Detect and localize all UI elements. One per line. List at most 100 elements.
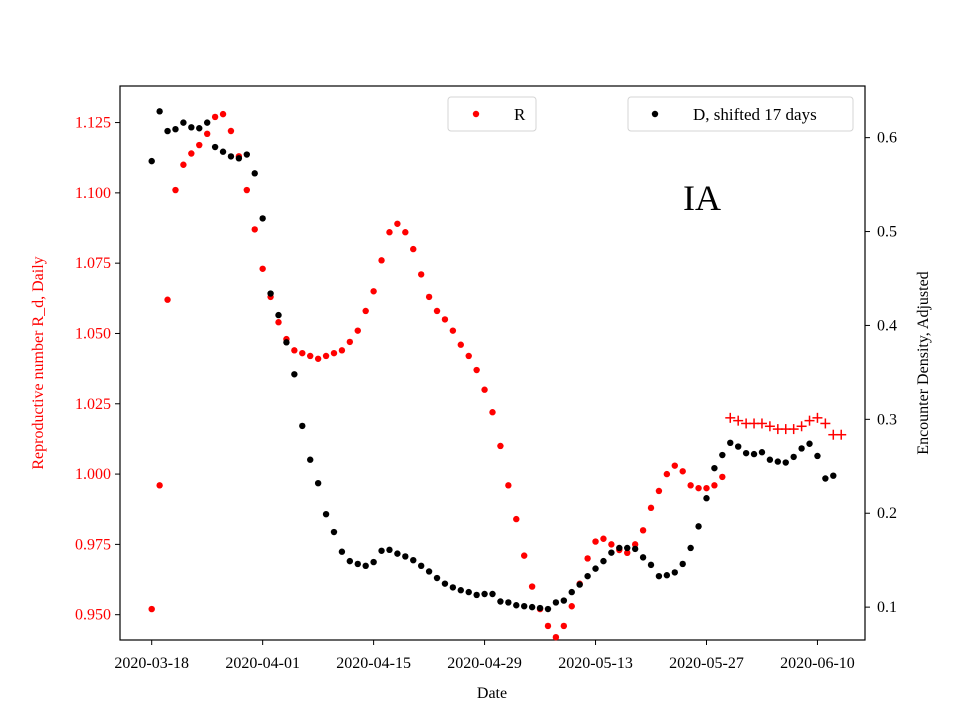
d-point bbox=[814, 452, 821, 460]
right-y-axis-label: Encounter Density, Adjusted bbox=[915, 271, 932, 454]
d-point bbox=[148, 157, 155, 165]
d-point bbox=[711, 464, 718, 472]
d-point bbox=[703, 495, 710, 502]
r-point bbox=[671, 462, 678, 469]
left-y-tick-label: 1.075 bbox=[75, 255, 111, 272]
r-point bbox=[608, 541, 615, 548]
r-point bbox=[291, 347, 298, 354]
d-point bbox=[600, 557, 607, 565]
d-point bbox=[211, 143, 219, 151]
left-y-tick-label: 1.125 bbox=[75, 115, 111, 132]
r-point bbox=[164, 296, 171, 303]
d-point bbox=[378, 547, 385, 554]
r-point bbox=[584, 555, 591, 562]
r-point bbox=[386, 229, 393, 236]
d-point bbox=[465, 588, 472, 596]
r-point bbox=[417, 271, 425, 278]
d-point bbox=[203, 119, 211, 126]
r-plus-point bbox=[733, 415, 744, 426]
d-point bbox=[560, 597, 568, 604]
d-point bbox=[631, 545, 639, 553]
d-point bbox=[314, 479, 322, 487]
d-point bbox=[219, 148, 227, 155]
x-tick-label: 2020-04-01 bbox=[225, 655, 300, 672]
r-point bbox=[346, 338, 354, 346]
d-point bbox=[489, 590, 496, 598]
r-point bbox=[449, 327, 457, 334]
r-plus-point bbox=[796, 421, 807, 432]
legend-r: R bbox=[447, 96, 537, 132]
d-point bbox=[639, 554, 647, 561]
r-point bbox=[338, 347, 346, 354]
legend-d: D, shifted 17 days bbox=[627, 96, 854, 132]
r-point bbox=[394, 220, 401, 227]
r-point bbox=[663, 470, 671, 478]
right-y-tick-label: 0.3 bbox=[877, 411, 897, 428]
r-point bbox=[695, 484, 702, 492]
d-point bbox=[417, 562, 425, 570]
panel-label: IA bbox=[683, 178, 721, 218]
d-point bbox=[188, 124, 195, 131]
r-point bbox=[521, 552, 528, 559]
r-point bbox=[425, 293, 433, 301]
r-point bbox=[330, 349, 338, 357]
d-point bbox=[592, 565, 599, 572]
r-point bbox=[505, 482, 512, 489]
x-axis: 2020-03-18 2020-04-01 2020-04-15 2020-04-29… bbox=[114, 640, 855, 672]
d-point bbox=[750, 450, 758, 458]
left-y-tick-label: 0.975 bbox=[75, 536, 111, 553]
d-point bbox=[584, 572, 591, 580]
d-point bbox=[758, 449, 766, 456]
d-point bbox=[354, 560, 361, 568]
legend-r-label: R bbox=[514, 105, 526, 124]
d-point bbox=[386, 546, 393, 554]
d-point bbox=[275, 311, 282, 319]
d-point bbox=[394, 550, 401, 557]
d-point bbox=[338, 548, 346, 555]
r-plus-point bbox=[725, 412, 736, 423]
d-point bbox=[299, 422, 306, 430]
r-plus-point bbox=[788, 424, 799, 435]
x-tick-label: 2020-05-27 bbox=[669, 655, 744, 672]
legend-d-box bbox=[627, 96, 854, 132]
left-y-tick-label: 1.025 bbox=[75, 396, 111, 413]
d-point bbox=[687, 544, 694, 552]
d-point bbox=[513, 602, 520, 609]
r-point bbox=[528, 583, 536, 590]
d-point bbox=[322, 510, 330, 518]
r-point bbox=[687, 482, 694, 489]
legend-d-label: D, shifted 17 days bbox=[693, 105, 817, 124]
legend-r-box bbox=[447, 96, 537, 132]
left-y-tick-label: 1.100 bbox=[75, 185, 111, 202]
r-point bbox=[457, 341, 464, 348]
d-point bbox=[362, 562, 369, 570]
r-point bbox=[322, 352, 330, 360]
r-point bbox=[402, 229, 409, 236]
right-y-axis: 0.1 0.2 0.3 0.4 0.5 0.6 bbox=[865, 130, 897, 616]
legend-r-marker bbox=[472, 110, 480, 118]
r-point bbox=[552, 633, 560, 641]
r-point bbox=[481, 386, 488, 393]
d-point bbox=[259, 215, 266, 222]
d-point bbox=[243, 151, 251, 158]
r-point bbox=[600, 535, 607, 542]
d-point bbox=[425, 568, 433, 575]
r-point bbox=[251, 226, 258, 233]
r-point bbox=[307, 352, 314, 360]
r-point bbox=[624, 549, 631, 557]
d-point bbox=[695, 523, 702, 530]
d-point bbox=[727, 439, 734, 447]
d-point bbox=[497, 598, 504, 605]
data-layer bbox=[148, 108, 847, 641]
r-point bbox=[568, 603, 575, 610]
d-point bbox=[307, 456, 314, 463]
d-point bbox=[798, 445, 805, 452]
r-point bbox=[196, 141, 203, 149]
d-point bbox=[544, 605, 552, 613]
d-point bbox=[766, 456, 774, 463]
left-y-tick-label: 1.050 bbox=[75, 325, 111, 342]
r-point bbox=[219, 110, 227, 118]
d-point bbox=[235, 155, 243, 162]
d-point bbox=[433, 574, 441, 582]
